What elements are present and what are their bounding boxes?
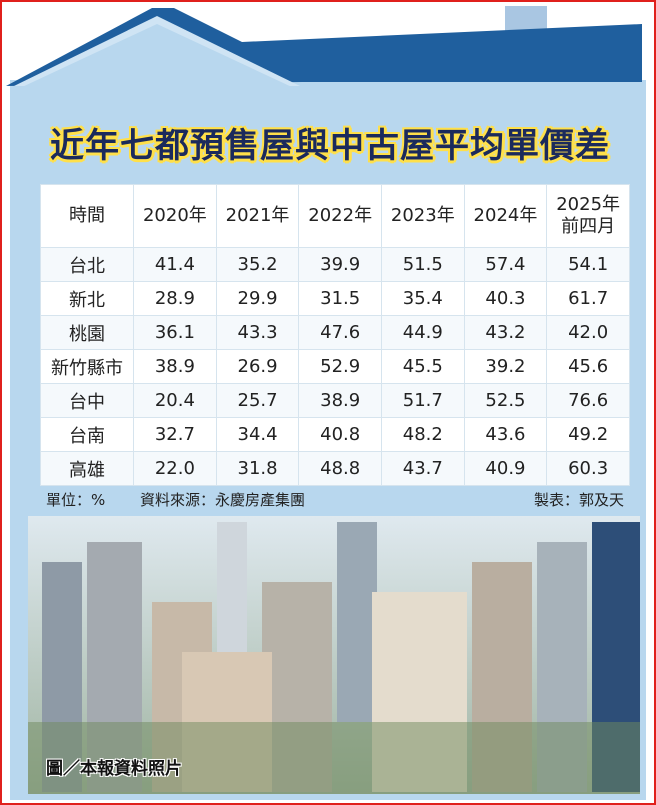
cell: 2022年 [298,184,382,248]
cell: 47.6 [298,315,382,350]
source-note: 資料來源：永慶房產集團 [140,491,306,509]
cell: 43.7 [381,451,465,486]
cell: 76.6 [546,383,630,418]
cell: 39.2 [463,349,548,384]
cell: 41.4 [133,247,217,282]
row-label: 台中 [39,383,135,418]
row-label: 台南 [39,417,135,452]
row-label: 時間 [39,184,135,248]
cell: 35.2 [215,247,300,282]
cell: 29.9 [215,281,300,316]
cell: 57.4 [463,247,548,282]
row-label: 台北 [39,247,135,282]
row-label: 高雄 [39,451,135,486]
cell: 42.0 [546,315,630,350]
row-label: 新竹縣市 [39,349,135,384]
cell: 45.5 [381,349,465,384]
table-row: 台北 41.4 35.2 39.9 51.5 57.4 54.1 [39,247,630,282]
cell: 2020年 [133,184,217,248]
cell: 2025年 前四月 [546,184,630,248]
cell: 39.9 [298,247,382,282]
cell: 26.9 [215,349,300,384]
cell: 35.4 [381,281,465,316]
cell: 40.9 [463,451,548,486]
cell: 60.3 [546,451,630,486]
cell: 48.2 [381,417,465,452]
cell: 61.7 [546,281,630,316]
table-row: 台中 20.4 25.7 38.9 51.7 52.5 76.6 [39,383,630,418]
cell: 51.5 [381,247,465,282]
cell: 38.9 [133,349,217,384]
table-row: 高雄 22.0 31.8 48.8 43.7 40.9 60.3 [39,451,630,486]
cell: 48.8 [298,451,382,486]
cell: 40.3 [463,281,548,316]
cell: 20.4 [133,383,217,418]
cell: 43.3 [215,315,300,350]
cell: 43.2 [463,315,548,350]
cell: 38.9 [298,383,382,418]
cell: 40.8 [298,417,382,452]
cell: 45.6 [546,349,630,384]
cell: 31.8 [215,451,300,486]
table-row: 新竹縣市 38.9 26.9 52.9 45.5 39.2 45.6 [39,349,630,384]
row-label: 新北 [39,281,135,316]
cell: 2023年 [381,184,465,248]
cell: 22.0 [133,451,217,486]
cell: 52.9 [298,349,382,384]
cell: 51.7 [381,383,465,418]
cell: 34.4 [215,417,300,452]
cell: 43.6 [463,417,548,452]
cell: 49.2 [546,417,630,452]
cell: 36.1 [133,315,217,350]
cell: 31.5 [298,281,382,316]
cell: 54.1 [546,247,630,282]
photo-caption: 圖／本報資料照片 [46,759,182,779]
cell: 25.7 [215,383,300,418]
credit-note: 製表：郭及天 [533,491,624,509]
table-row: 桃園 36.1 43.3 47.6 44.9 43.2 42.0 [39,315,630,350]
cell: 44.9 [381,315,465,350]
data-table: 時間 2020年 2021年 2022年 2023年 2024年 2025年 前四月 台北 41… [39,184,630,486]
table-footer: 單位：% 資料來源：永慶房產集團 製表：郭及天 [40,486,630,514]
unit-note: 單位：% [46,491,106,509]
cell: 52.5 [463,383,548,418]
cell: 32.7 [133,417,217,452]
row-label: 桃園 [39,315,135,350]
cell: 2021年 [215,184,300,248]
header-row: 時間 2020年 2021年 2022年 2023年 2024年 2025年 前四月 [39,184,630,248]
title: 近年七都預售屋與中古屋平均單價差 [50,126,610,166]
cell: 2024年 [463,184,548,248]
cell: 28.9 [133,281,217,316]
table-row: 新北 28.9 29.9 31.5 35.4 40.3 61.7 [39,281,630,316]
table-row: 台南 32.7 34.4 40.8 48.2 43.6 49.2 [39,417,630,452]
